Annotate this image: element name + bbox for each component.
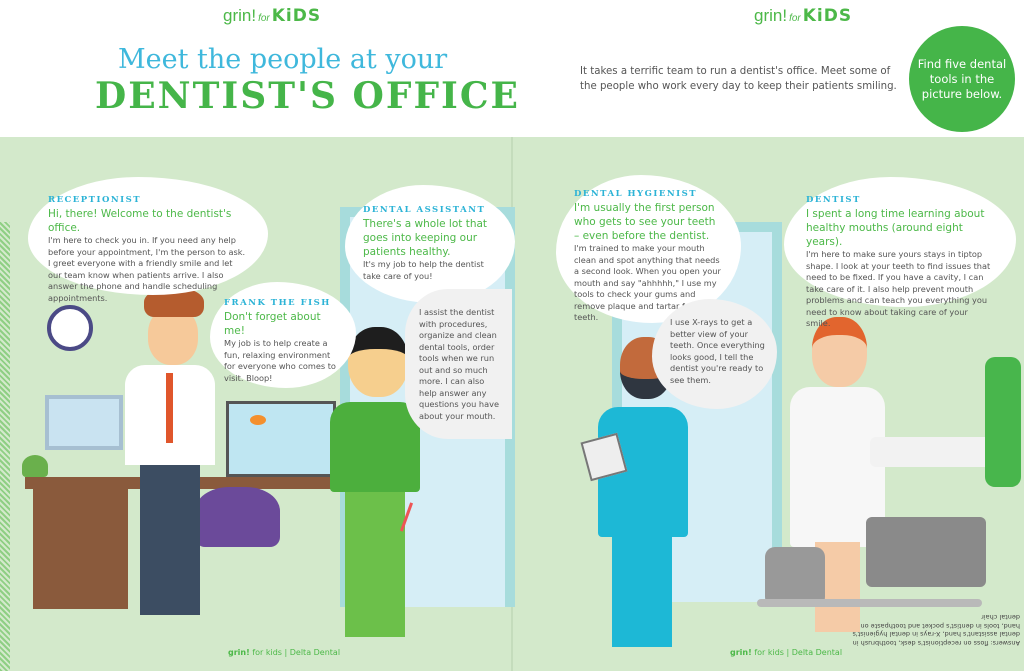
hatched-edge xyxy=(0,222,10,671)
dental-chair-base xyxy=(866,517,986,587)
role-label: DENTAL HYGIENIST xyxy=(574,189,698,199)
body-text: I'm here to make sure yours stays in tip… xyxy=(806,249,991,328)
assistant-scrubs-top xyxy=(330,402,420,492)
grin-logo-right: grin! for KiDS xyxy=(754,6,853,26)
floor-base xyxy=(757,599,982,607)
body-text: I'm trained to make your mouth clean and… xyxy=(574,243,723,322)
page-title: DENTIST'S OFFICE xyxy=(95,75,520,117)
floss-container xyxy=(22,455,48,477)
illustration-scene: RECEPTIONIST Hi, there! Welcome to the d… xyxy=(0,137,1024,671)
lead-text: There's a whole lot that goes into keepi… xyxy=(363,218,488,258)
body-text: My job is to help create a fun, relaxing… xyxy=(224,338,336,383)
equipment-stool xyxy=(765,547,825,607)
role-label: RECEPTIONIST xyxy=(48,195,142,205)
lead-text: I spent a long time learning about healt… xyxy=(806,208,985,248)
callout-circle: Find five dental tools in the picture be… xyxy=(909,26,1015,132)
clock-icon xyxy=(47,305,93,351)
dentist-head xyxy=(812,317,867,387)
dental-chair-back xyxy=(985,357,1021,487)
footer-right: grin! for kids | Delta Dental xyxy=(730,648,843,657)
office-chair xyxy=(195,487,280,547)
receptionist-bubble: RECEPTIONIST Hi, there! Welcome to the d… xyxy=(28,177,268,303)
lead-text: I'm usually the first person who gets to… xyxy=(574,202,716,242)
body-text: I assist the dentist with procedures, or… xyxy=(419,307,499,421)
hygienist-bubble: DENTAL HYGIENIST I'm usually the first p… xyxy=(556,175,741,323)
assistant-bubble-2: I assist the dentist with procedures, or… xyxy=(405,289,512,439)
footer-left: grin! for kids | Delta Dental xyxy=(228,648,341,657)
answers-upside-down: Answers: floss on receptionist's desk, t… xyxy=(852,613,1020,648)
fish-bubble: FRANK THE FISH Don't forget about me! My… xyxy=(210,282,356,388)
role-label: DENTIST xyxy=(806,195,861,205)
receptionist-tie xyxy=(166,373,173,443)
title-line-1: Meet the people at your xyxy=(118,44,448,75)
hygienist-pants xyxy=(612,537,672,647)
assistant-head xyxy=(348,327,408,397)
body-text: It's my job to help the dentist take car… xyxy=(363,259,484,281)
body-text: I'm here to check you in. If you need an… xyxy=(48,235,246,303)
assistant-bubble: DENTAL ASSISTANT There's a whole lot tha… xyxy=(345,185,515,303)
desk-drawer xyxy=(33,489,128,609)
grin-logo-left: grin! for KiDS xyxy=(223,6,322,26)
receptionist-pants xyxy=(140,465,200,615)
assistant-scrubs-pants xyxy=(345,492,405,637)
hygienist-bubble-2: I use X-rays to get a better view of you… xyxy=(652,299,777,409)
fish-icon xyxy=(250,415,266,425)
intro-text: It takes a terrific team to run a dentis… xyxy=(580,66,897,92)
lead-text: Don't forget about me! xyxy=(224,311,321,337)
role-label: FRANK THE FISH xyxy=(224,298,331,308)
dentist-bubble: DENTIST I spent a long time learning abo… xyxy=(784,177,1016,328)
body-text: I use X-rays to get a better view of you… xyxy=(670,317,765,385)
computer-monitor xyxy=(45,395,123,450)
fish-tank xyxy=(226,401,336,477)
lead-text: Hi, there! Welcome to the dentist's offi… xyxy=(48,208,232,234)
role-label: DENTAL ASSISTANT xyxy=(363,205,486,215)
